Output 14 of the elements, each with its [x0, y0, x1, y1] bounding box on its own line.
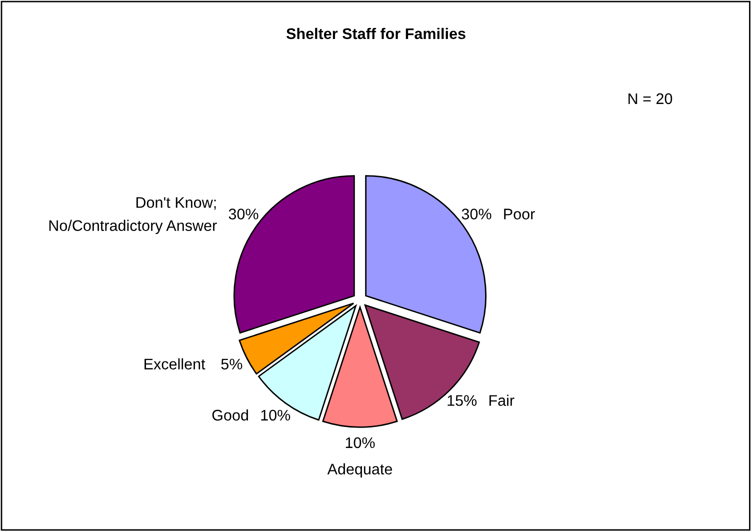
- data-label: 30%: [462, 208, 492, 220]
- slice-label: Don't Know; No/Contradictory Answer: [49, 197, 217, 234]
- slice-label: Poor: [504, 208, 535, 220]
- data-label: 15%: [448, 395, 477, 406]
- chart-title: Shelter Staff for Families: [286, 28, 466, 40]
- data-label: 10%: [261, 410, 290, 421]
- slice-label: Good: [212, 409, 248, 421]
- slice-label: Fair: [489, 394, 514, 406]
- data-label: 30%: [228, 208, 258, 220]
- text: N = 20: [628, 93, 672, 104]
- slice-label: Excellent: [144, 358, 206, 370]
- data-label: 10%: [346, 437, 375, 448]
- slice-label: Adequate: [327, 463, 392, 478]
- data-label: 5%: [221, 358, 242, 370]
